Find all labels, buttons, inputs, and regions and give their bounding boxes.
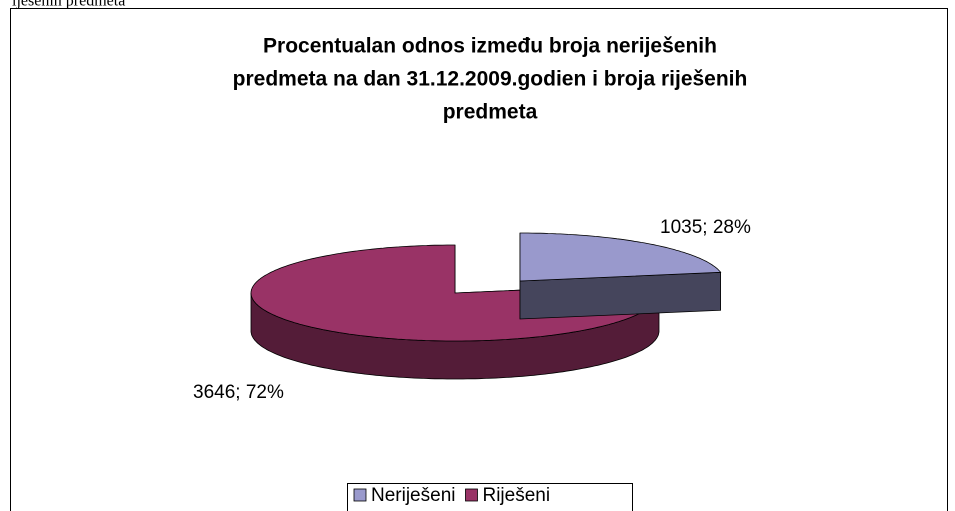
legend-swatch (465, 488, 478, 502)
legend-label: Neriješeni (371, 485, 455, 506)
data-label: 1035; 28% (660, 217, 751, 238)
legend-swatch (353, 488, 367, 502)
slice (519, 232, 722, 282)
chart-title: predmeta na dan 31.12.2009.godien i broj… (233, 68, 748, 91)
chart-frame (10, 8, 948, 511)
chart-title: Procentualan odnos između broja neriješe… (263, 35, 717, 58)
header-fragment: iješenih predmeta (12, 0, 125, 10)
data-label: 3646; 72% (193, 382, 284, 403)
legend-box (347, 483, 633, 511)
legend-label: Riješeni (482, 485, 550, 506)
chart-title: predmeta (443, 101, 538, 124)
